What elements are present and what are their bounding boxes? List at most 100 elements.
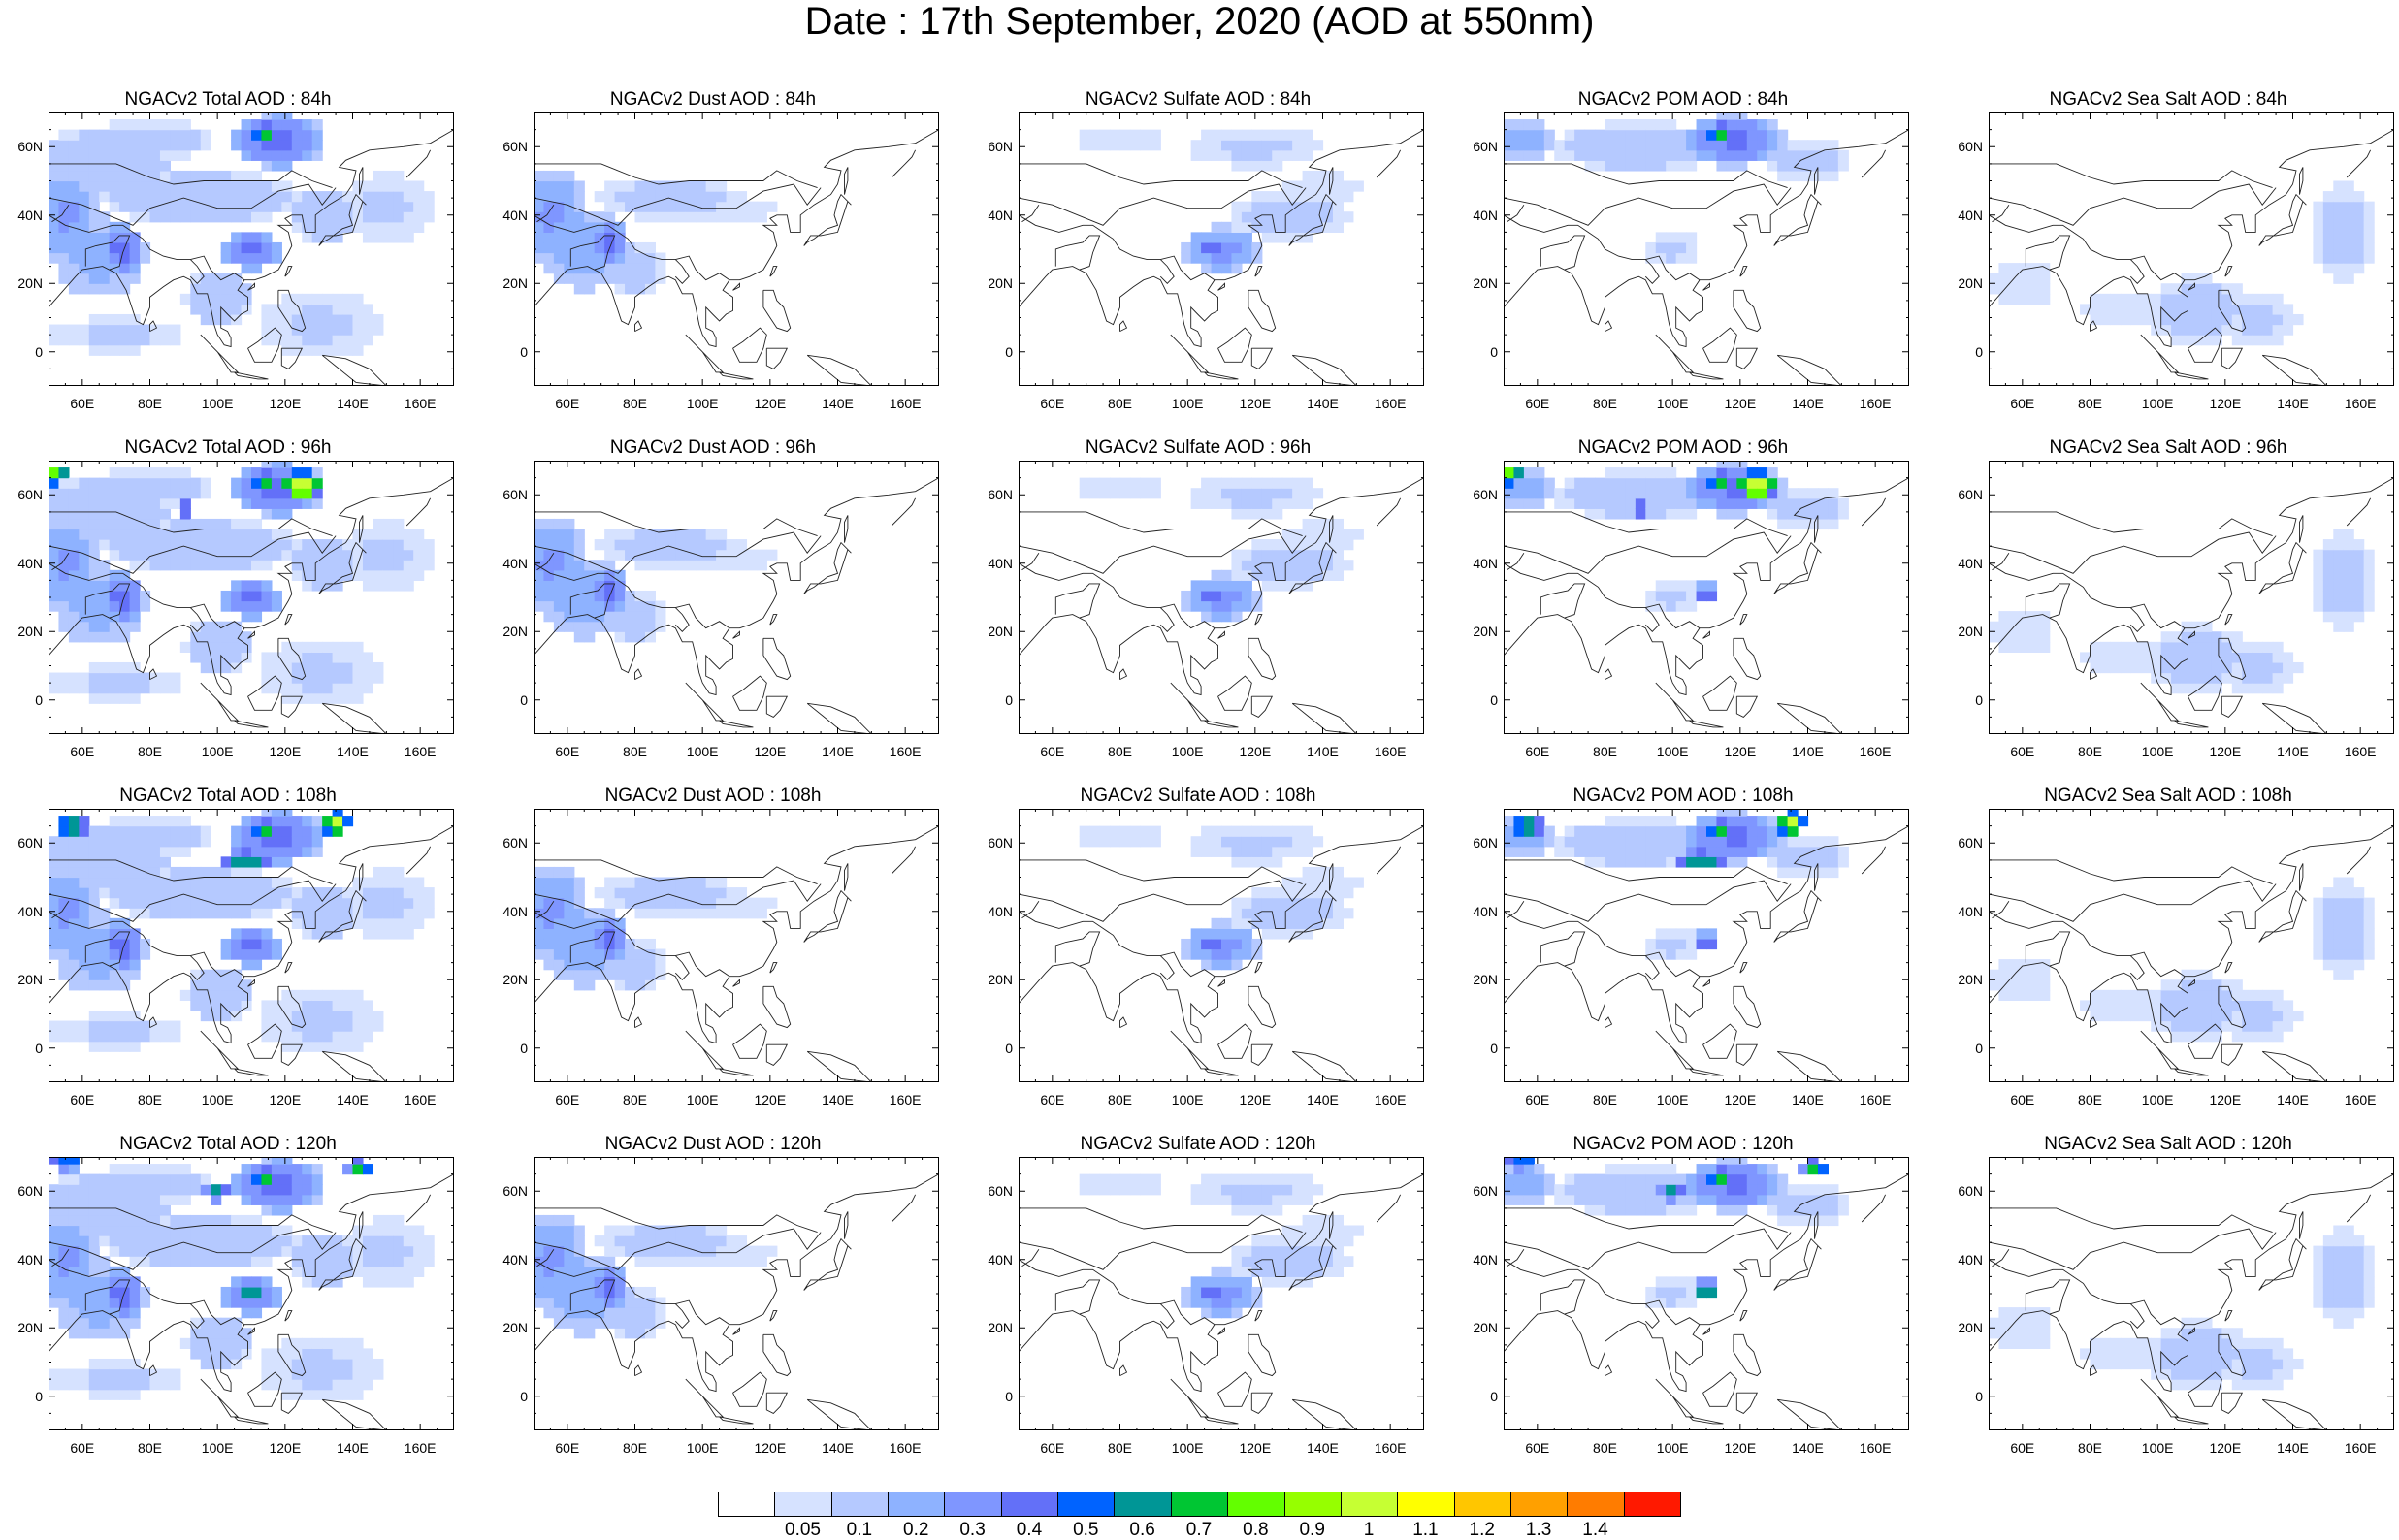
map-panel: NGACv2 POM AOD : 120h 60N 40N 20N 0 60E 80E 100… <box>1455 1134 1911 1463</box>
coastline <box>1119 320 1128 333</box>
coastline <box>1250 1392 1274 1414</box>
coastline <box>1735 1043 1759 1066</box>
aod-map <box>1019 112 1424 386</box>
panel-title: NGACv2 Total AOD : 84h <box>124 89 332 110</box>
lon-label: 140E <box>337 396 369 411</box>
coastline <box>49 1207 333 1234</box>
coastline <box>2174 1416 2209 1425</box>
coastline <box>534 1228 822 1270</box>
colorbar-box <box>1283 1492 1342 1517</box>
coastline <box>247 1371 282 1407</box>
coastline <box>1504 825 1909 1044</box>
panel-title: NGACv2 Sulfate AOD : 120h <box>1080 1134 1316 1154</box>
coastline <box>1329 863 1334 891</box>
coastline <box>1019 163 1303 189</box>
lat-label: 20N <box>17 275 43 292</box>
coastline <box>1250 1043 1274 1066</box>
map-panel: NGACv2 Sea Salt AOD : 84h 60N 40N 20N 0 60E 80… <box>1940 89 2396 419</box>
coastline <box>719 1068 754 1076</box>
lon-label: 100E <box>2141 1440 2174 1456</box>
coastline <box>1329 515 1334 543</box>
lon-label: 160E <box>889 1440 922 1456</box>
coastline <box>318 1237 367 1291</box>
coastline <box>1776 354 1842 386</box>
coastline <box>1739 1310 1748 1322</box>
lon-label: 100E <box>201 1092 234 1107</box>
lon-label: 60E <box>1040 744 1065 759</box>
coastline <box>1702 630 1710 639</box>
coastline <box>1861 1194 1887 1223</box>
colorbar-box <box>1114 1492 1172 1517</box>
coastline <box>2346 149 2372 178</box>
coastline <box>284 1310 293 1322</box>
coastline <box>1776 1398 1842 1430</box>
lon-label: 100E <box>1171 1092 1204 1107</box>
coastline <box>1254 1310 1263 1322</box>
lon-label: 140E <box>337 1092 369 1107</box>
coastline <box>1504 183 1792 226</box>
coastline <box>247 675 282 711</box>
lon-label: 60E <box>555 1092 580 1107</box>
lat-label: 60N <box>1473 487 1498 503</box>
lat-label: 60N <box>988 1183 1013 1200</box>
lon-label: 160E <box>404 744 437 759</box>
lon-label: 140E <box>2277 744 2309 759</box>
aod-map <box>534 112 939 386</box>
lat-label: 20N <box>1473 972 1498 988</box>
coastline <box>49 1228 337 1270</box>
colorbar-label: 0.2 <box>903 1520 929 1540</box>
lon-label: 60E <box>70 1092 95 1107</box>
aod-map <box>1989 461 2394 734</box>
aod-map <box>49 1157 454 1430</box>
lon-label: 80E <box>623 1440 647 1456</box>
coastline <box>1776 1050 1842 1082</box>
aod-field <box>49 809 435 1052</box>
figure-title: Date : 17th September, 2020 (AOD at 550n… <box>804 0 1595 43</box>
colorbar-label: 0.1 <box>846 1520 873 1540</box>
coastline <box>762 289 792 333</box>
coastline <box>84 931 131 967</box>
coastline <box>803 1237 852 1291</box>
aod-field <box>1504 112 1849 264</box>
coastline <box>1170 334 1210 373</box>
coastline <box>534 477 939 696</box>
coastline <box>536 552 555 571</box>
coastline <box>2299 863 2304 891</box>
lon-label: 100E <box>686 744 719 759</box>
coastline <box>1170 1378 1210 1418</box>
coastline <box>891 1194 917 1223</box>
coastline <box>2188 1371 2222 1407</box>
coastline <box>2224 266 2233 277</box>
coastline <box>49 531 337 574</box>
lat-label: 40N <box>988 555 1013 571</box>
lat-label: 20N <box>988 972 1013 988</box>
lon-label: 60E <box>2010 396 2035 411</box>
coastline <box>405 1194 432 1223</box>
coastline <box>1702 1327 1710 1335</box>
panel-title: NGACv2 Sea Salt AOD : 108h <box>2044 786 2292 806</box>
coastline <box>769 962 778 974</box>
coastline <box>806 1050 872 1082</box>
coastline <box>1119 668 1128 681</box>
coastline <box>405 846 432 875</box>
coastline <box>200 682 240 722</box>
coastline <box>200 1030 240 1070</box>
coastline <box>1248 289 1277 333</box>
lon-label: 80E <box>623 1092 647 1107</box>
coastline <box>49 129 454 348</box>
coastline <box>1644 259 1660 284</box>
coastline <box>732 1371 767 1407</box>
coastline <box>1814 515 1819 543</box>
map-panel: NGACv2 Sea Salt AOD : 96h 60N 40N 20N 0 60E 80… <box>1940 437 2396 767</box>
coastline <box>1605 668 1613 681</box>
lat-label: 40N <box>988 207 1013 223</box>
lon-label: 140E <box>2277 396 2309 411</box>
panel-title: NGACv2 Sea Salt AOD : 120h <box>2044 1134 2292 1154</box>
coastline <box>1019 1259 1216 1326</box>
lon-label: 60E <box>555 396 580 411</box>
coastline <box>1689 371 1724 380</box>
coastline <box>634 320 643 333</box>
coastline <box>1504 129 1909 348</box>
coastline <box>2221 695 2244 718</box>
coastline <box>49 183 337 226</box>
